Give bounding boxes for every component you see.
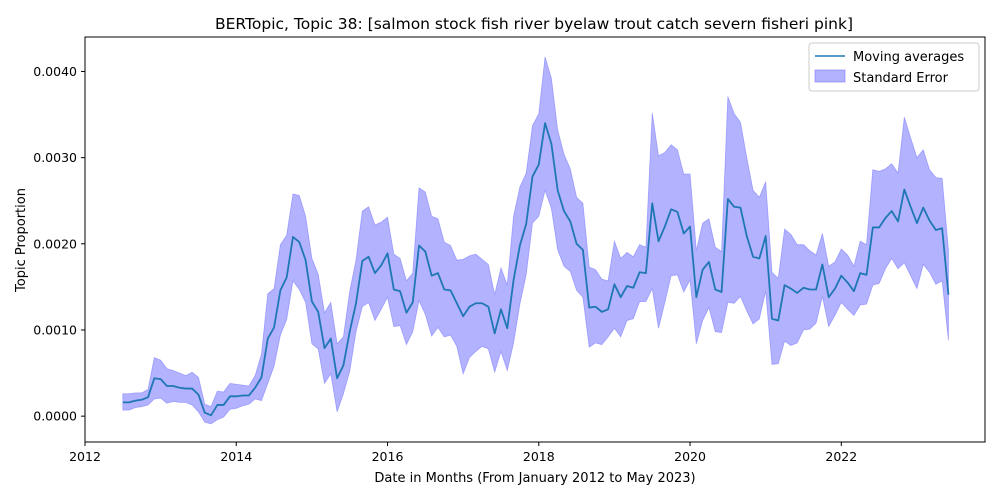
x-tick-label: 2016 — [372, 449, 404, 464]
x-axis-label: Date in Months (From January 2012 to May… — [374, 471, 695, 486]
y-tick-label: 0.0040 — [33, 64, 77, 79]
error-band-layer — [122, 56, 949, 425]
x-tick-label: 2018 — [523, 449, 555, 464]
legend-label-moving-averages: Moving averages — [853, 50, 964, 65]
legend-box — [808, 42, 980, 92]
moving-average-line — [122, 122, 950, 417]
error-band — [122, 56, 949, 425]
y-axis: 0.0000 0.0010 0.0020 0.0030 0.0040 — [33, 64, 85, 424]
x-tick-label: 2014 — [220, 449, 252, 464]
x-axis: 2012 2014 2016 2018 2020 2022 — [69, 442, 857, 464]
y-tick-label: 0.0030 — [33, 150, 77, 165]
plot-frame — [84, 36, 986, 443]
y-tick-label: 0.0000 — [33, 409, 77, 424]
legend-band-swatch — [814, 69, 846, 83]
x-tick-label: 2012 — [69, 449, 101, 464]
legend-label-standard-error: Standard Error — [853, 71, 949, 86]
y-tick-label: 0.0010 — [33, 322, 77, 337]
legend: Moving averages Standard Error — [808, 42, 980, 92]
x-tick-label: 2022 — [825, 449, 857, 464]
x-tick-label: 2020 — [674, 449, 706, 464]
moving-average-layer — [122, 122, 950, 417]
y-tick-label: 0.0020 — [33, 236, 77, 251]
y-axis-label: Topic Proportion — [14, 188, 29, 293]
chart-title: BERTopic, Topic 38: [salmon stock fish r… — [215, 15, 853, 33]
